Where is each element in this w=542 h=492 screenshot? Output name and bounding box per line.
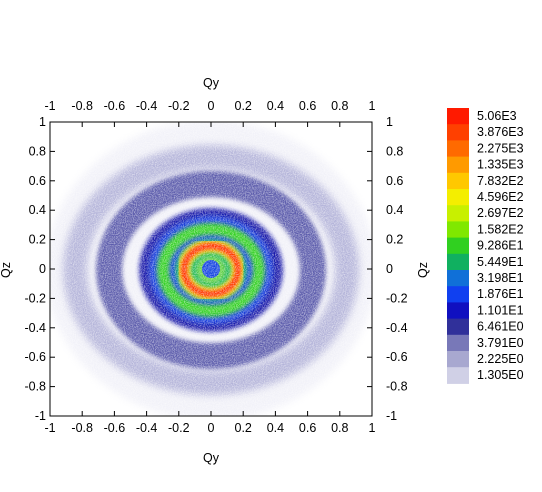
y-tick-label-right: 0.2 — [386, 233, 403, 247]
x-tick-label-bottom: -0.6 — [104, 421, 126, 435]
colorbar-label: 4.596E2 — [477, 190, 524, 204]
colorbar-swatch — [447, 124, 469, 141]
colorbar-swatch — [447, 253, 469, 271]
x-tick-label-bottom: -0.2 — [168, 421, 190, 435]
colorbar-label: 2.275E3 — [477, 141, 524, 155]
x-tick-label-bottom: 1 — [369, 421, 376, 435]
colorbar-swatch — [447, 302, 469, 320]
colorbar-label: 1.876E1 — [477, 287, 524, 301]
colorbar-swatch — [447, 237, 469, 255]
x-tick-label-top: -0.6 — [104, 99, 126, 113]
y-tick-label-left: 0.4 — [29, 203, 46, 217]
y-tick-label-right: -0.4 — [386, 321, 408, 335]
colorbar-label: 3.876E3 — [477, 125, 524, 139]
colorbar-label: 1.335E3 — [477, 158, 524, 172]
colorbar-swatch — [447, 172, 469, 190]
colorbar-swatch — [447, 140, 469, 158]
colorbar: 5.06E3 3.876E3 2.275E3 1.335E3 7.832E2 4.596E… — [447, 108, 524, 384]
colorbar-label: 6.461E0 — [477, 320, 524, 334]
colorbar-swatch — [447, 286, 469, 303]
y-tick-label-left: -1 — [35, 409, 46, 423]
y-tick-label-left: 0.6 — [29, 174, 46, 188]
colorbar-swatch — [447, 351, 469, 368]
colorbar-label: 1.582E2 — [477, 222, 524, 236]
y-tick-label-left: -0.8 — [24, 380, 46, 394]
y-tick-label-left: 1 — [39, 115, 46, 129]
x-tick-label-top: -0.4 — [136, 99, 158, 113]
y-tick-label-right: 0.6 — [386, 174, 403, 188]
y-tick-label-left: -0.4 — [24, 321, 46, 335]
y-tick-label-right: -0.6 — [386, 350, 408, 364]
colorbar-swatch — [447, 270, 469, 287]
y-tick-label-right: -1 — [386, 409, 397, 423]
x-axis-label-top: Qy — [203, 76, 220, 90]
colorbar-swatch — [447, 221, 469, 239]
colorbar-label: 2.697E2 — [477, 206, 524, 220]
x-tick-label-top: 0.8 — [331, 99, 348, 113]
y-tick-label-left: -0.2 — [24, 291, 46, 305]
colorbar-swatch — [447, 367, 469, 384]
colorbar-swatch — [447, 108, 469, 125]
y-tick-label-right: 0 — [386, 262, 393, 276]
x-tick-label-top: 0.6 — [299, 99, 316, 113]
x-tick-label-top: 0.4 — [267, 99, 284, 113]
axis-tick-labels: -1-1-0.8-0.8-0.6-0.6-0.4-0.4-0.2-0.2000.… — [24, 99, 407, 435]
y-tick-label-right: -0.2 — [386, 291, 408, 305]
colorbar-label: 2.225E0 — [477, 352, 524, 366]
colorbar-swatch — [447, 205, 469, 222]
x-tick-label-bottom: 0.8 — [331, 421, 348, 435]
y-tick-label-right: 0.8 — [386, 144, 403, 158]
colorbar-swatch — [447, 334, 469, 352]
x-tick-label-top: -0.8 — [71, 99, 93, 113]
x-tick-label-bottom: 0.6 — [299, 421, 316, 435]
colorbar-label: 9.286E1 — [477, 239, 524, 253]
colorbar-swatch — [447, 189, 469, 206]
colorbar-label: 7.832E2 — [477, 174, 524, 188]
y-tick-label-left: 0 — [39, 262, 46, 276]
colorbar-swatch — [447, 156, 469, 174]
x-tick-label-top: -0.2 — [168, 99, 190, 113]
y-axis-label-left: Qz — [0, 262, 13, 278]
x-tick-label-top: 0 — [208, 99, 215, 113]
colorbar-label: 5.449E1 — [477, 255, 524, 269]
y-tick-label-right: 0.4 — [386, 203, 403, 217]
x-tick-label-bottom: -1 — [44, 421, 55, 435]
y-tick-label-right: -0.8 — [386, 380, 408, 394]
y-tick-label-left: 0.8 — [29, 144, 46, 158]
x-tick-label-top: -1 — [44, 99, 55, 113]
x-axis-label-bottom: Qy — [203, 451, 220, 465]
colorbar-label: 5.06E3 — [477, 109, 517, 123]
colorbar-swatch — [447, 318, 469, 336]
colorbar-label: 3.198E1 — [477, 271, 524, 285]
x-tick-label-bottom: 0.4 — [267, 421, 284, 435]
y-tick-label-left: -0.6 — [24, 350, 46, 364]
heatmap-rings — [50, 122, 372, 416]
x-tick-label-top: 0.2 — [235, 99, 252, 113]
colorbar-label: 3.791E0 — [477, 336, 524, 350]
x-tick-label-bottom: -0.4 — [136, 421, 158, 435]
x-tick-label-bottom: 0.2 — [235, 421, 252, 435]
x-tick-label-top: 1 — [369, 99, 376, 113]
axis-ticks — [49, 121, 373, 417]
y-tick-label-left: 0.2 — [29, 233, 46, 247]
colorbar-label: 1.101E1 — [477, 303, 524, 317]
y-tick-label-right: 1 — [386, 115, 393, 129]
x-tick-label-bottom: -0.8 — [71, 421, 93, 435]
colorbar-label: 1.305E0 — [477, 368, 524, 382]
x-tick-label-bottom: 0 — [208, 421, 215, 435]
y-axis-label-right: Qz — [416, 262, 430, 278]
